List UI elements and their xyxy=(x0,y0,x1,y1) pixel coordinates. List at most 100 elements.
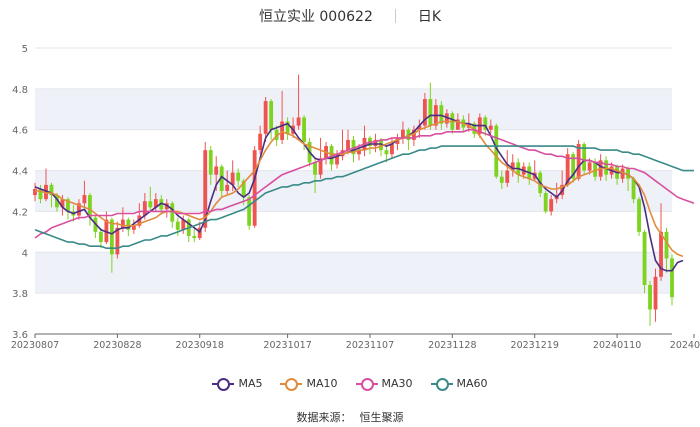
candle-body xyxy=(346,139,350,151)
candle-body xyxy=(137,215,142,226)
candle-body xyxy=(401,129,405,138)
ma30-line xyxy=(34,128,695,239)
title-divider xyxy=(394,9,396,23)
y-tick-label: 4 xyxy=(22,248,28,259)
y-tick-label: 3.8 xyxy=(12,289,28,300)
y-tick-label: 5 xyxy=(22,44,28,55)
candle-body xyxy=(153,199,158,208)
candle-body xyxy=(428,99,433,126)
legend-ma30[interactable]: MA30 xyxy=(355,377,413,391)
candle-body xyxy=(455,119,460,130)
candle-body xyxy=(126,219,131,230)
candle-body xyxy=(626,168,630,179)
y-tick-label: 4.8 xyxy=(12,85,28,96)
candle-body xyxy=(642,231,647,285)
candle-body xyxy=(214,166,219,175)
candle-body xyxy=(263,101,268,134)
candle-body xyxy=(225,184,230,191)
grid-band xyxy=(35,170,672,212)
legend-ma60-label: MA60 xyxy=(456,377,488,390)
candle-body xyxy=(203,150,208,228)
candle-body xyxy=(670,258,674,298)
stock-name-code: 恒立实业 000622 xyxy=(258,9,373,25)
candle-body xyxy=(302,117,306,142)
candle-body xyxy=(357,150,361,155)
candle-body xyxy=(181,219,186,230)
candle-body xyxy=(620,168,625,179)
candle-body xyxy=(582,144,587,171)
candle-body xyxy=(422,99,427,126)
candle-body xyxy=(109,219,114,255)
legend-ma30-label: MA30 xyxy=(381,377,413,390)
candle-body xyxy=(543,193,548,212)
candle-body xyxy=(488,125,493,130)
ma10-legend-marker xyxy=(280,377,303,391)
candle-body xyxy=(131,225,136,230)
ma5-line xyxy=(34,114,684,272)
candle-body xyxy=(631,178,636,200)
candle-body xyxy=(664,231,669,259)
candle-body xyxy=(417,125,422,130)
candle-body xyxy=(170,203,175,222)
ma60-line xyxy=(34,145,694,249)
candle-body xyxy=(587,162,592,171)
candle-body xyxy=(120,219,125,228)
data-source: 数据来源： 恒生聚源 xyxy=(0,409,700,425)
candle-body xyxy=(230,172,235,185)
candle-body xyxy=(148,201,153,208)
candle-body xyxy=(98,231,103,243)
candle-body xyxy=(637,199,641,232)
legend-ma5[interactable]: MA5 xyxy=(212,377,262,391)
candle-body xyxy=(104,219,109,243)
candle-body xyxy=(252,150,257,226)
candle-body xyxy=(648,284,652,310)
candle-body xyxy=(439,105,444,124)
x-tick-label: 20230918 xyxy=(176,340,224,351)
candle-body xyxy=(499,176,504,183)
candle-body xyxy=(411,129,416,140)
legend-ma10-label: MA10 xyxy=(306,377,338,390)
x-tick-label: 20230807 xyxy=(11,340,59,351)
candle-body xyxy=(340,150,345,157)
candle-body xyxy=(33,188,37,196)
legend-ma10[interactable]: MA10 xyxy=(280,377,338,391)
period-label: 日K xyxy=(417,9,442,25)
x-tick-label: 20231017 xyxy=(263,340,311,351)
y-tick-label: 3.6 xyxy=(12,330,28,341)
candle-body xyxy=(593,162,598,177)
candle-body xyxy=(395,137,400,145)
chart-legend: MA5 MA10 MA30 MA60 xyxy=(0,377,700,391)
candle-body xyxy=(351,139,356,155)
candle-body xyxy=(142,201,147,216)
candle-body xyxy=(82,195,87,204)
ma5-legend-marker xyxy=(212,377,235,391)
grid-band xyxy=(35,252,672,294)
y-tick-label: 4.4 xyxy=(12,167,28,178)
candle-body xyxy=(285,121,290,134)
candle-body xyxy=(494,125,499,177)
candle-body xyxy=(549,199,554,212)
chart-title: 恒立实业 000622 日K xyxy=(0,4,700,28)
candle-body xyxy=(115,227,120,255)
candle-body xyxy=(510,162,515,171)
legend-ma60[interactable]: MA60 xyxy=(430,377,488,391)
candle-body xyxy=(571,154,576,179)
candle-body xyxy=(373,139,378,147)
candle-body xyxy=(175,221,180,230)
x-tick-label: 20240110 xyxy=(593,340,641,351)
candle-body xyxy=(483,117,488,130)
candle-body xyxy=(379,139,383,151)
candle-body xyxy=(66,199,70,212)
candle-body xyxy=(335,156,339,165)
candle-body xyxy=(241,180,246,198)
candle-body xyxy=(296,117,301,126)
ma60-legend-marker xyxy=(430,377,453,391)
candle-body xyxy=(44,184,48,200)
candle-body xyxy=(87,195,92,218)
candle-body xyxy=(49,184,54,196)
candle-body xyxy=(329,146,334,165)
candle-body xyxy=(472,123,477,134)
candle-body xyxy=(269,101,274,130)
candle-body xyxy=(653,276,658,310)
candle-body xyxy=(60,199,65,208)
